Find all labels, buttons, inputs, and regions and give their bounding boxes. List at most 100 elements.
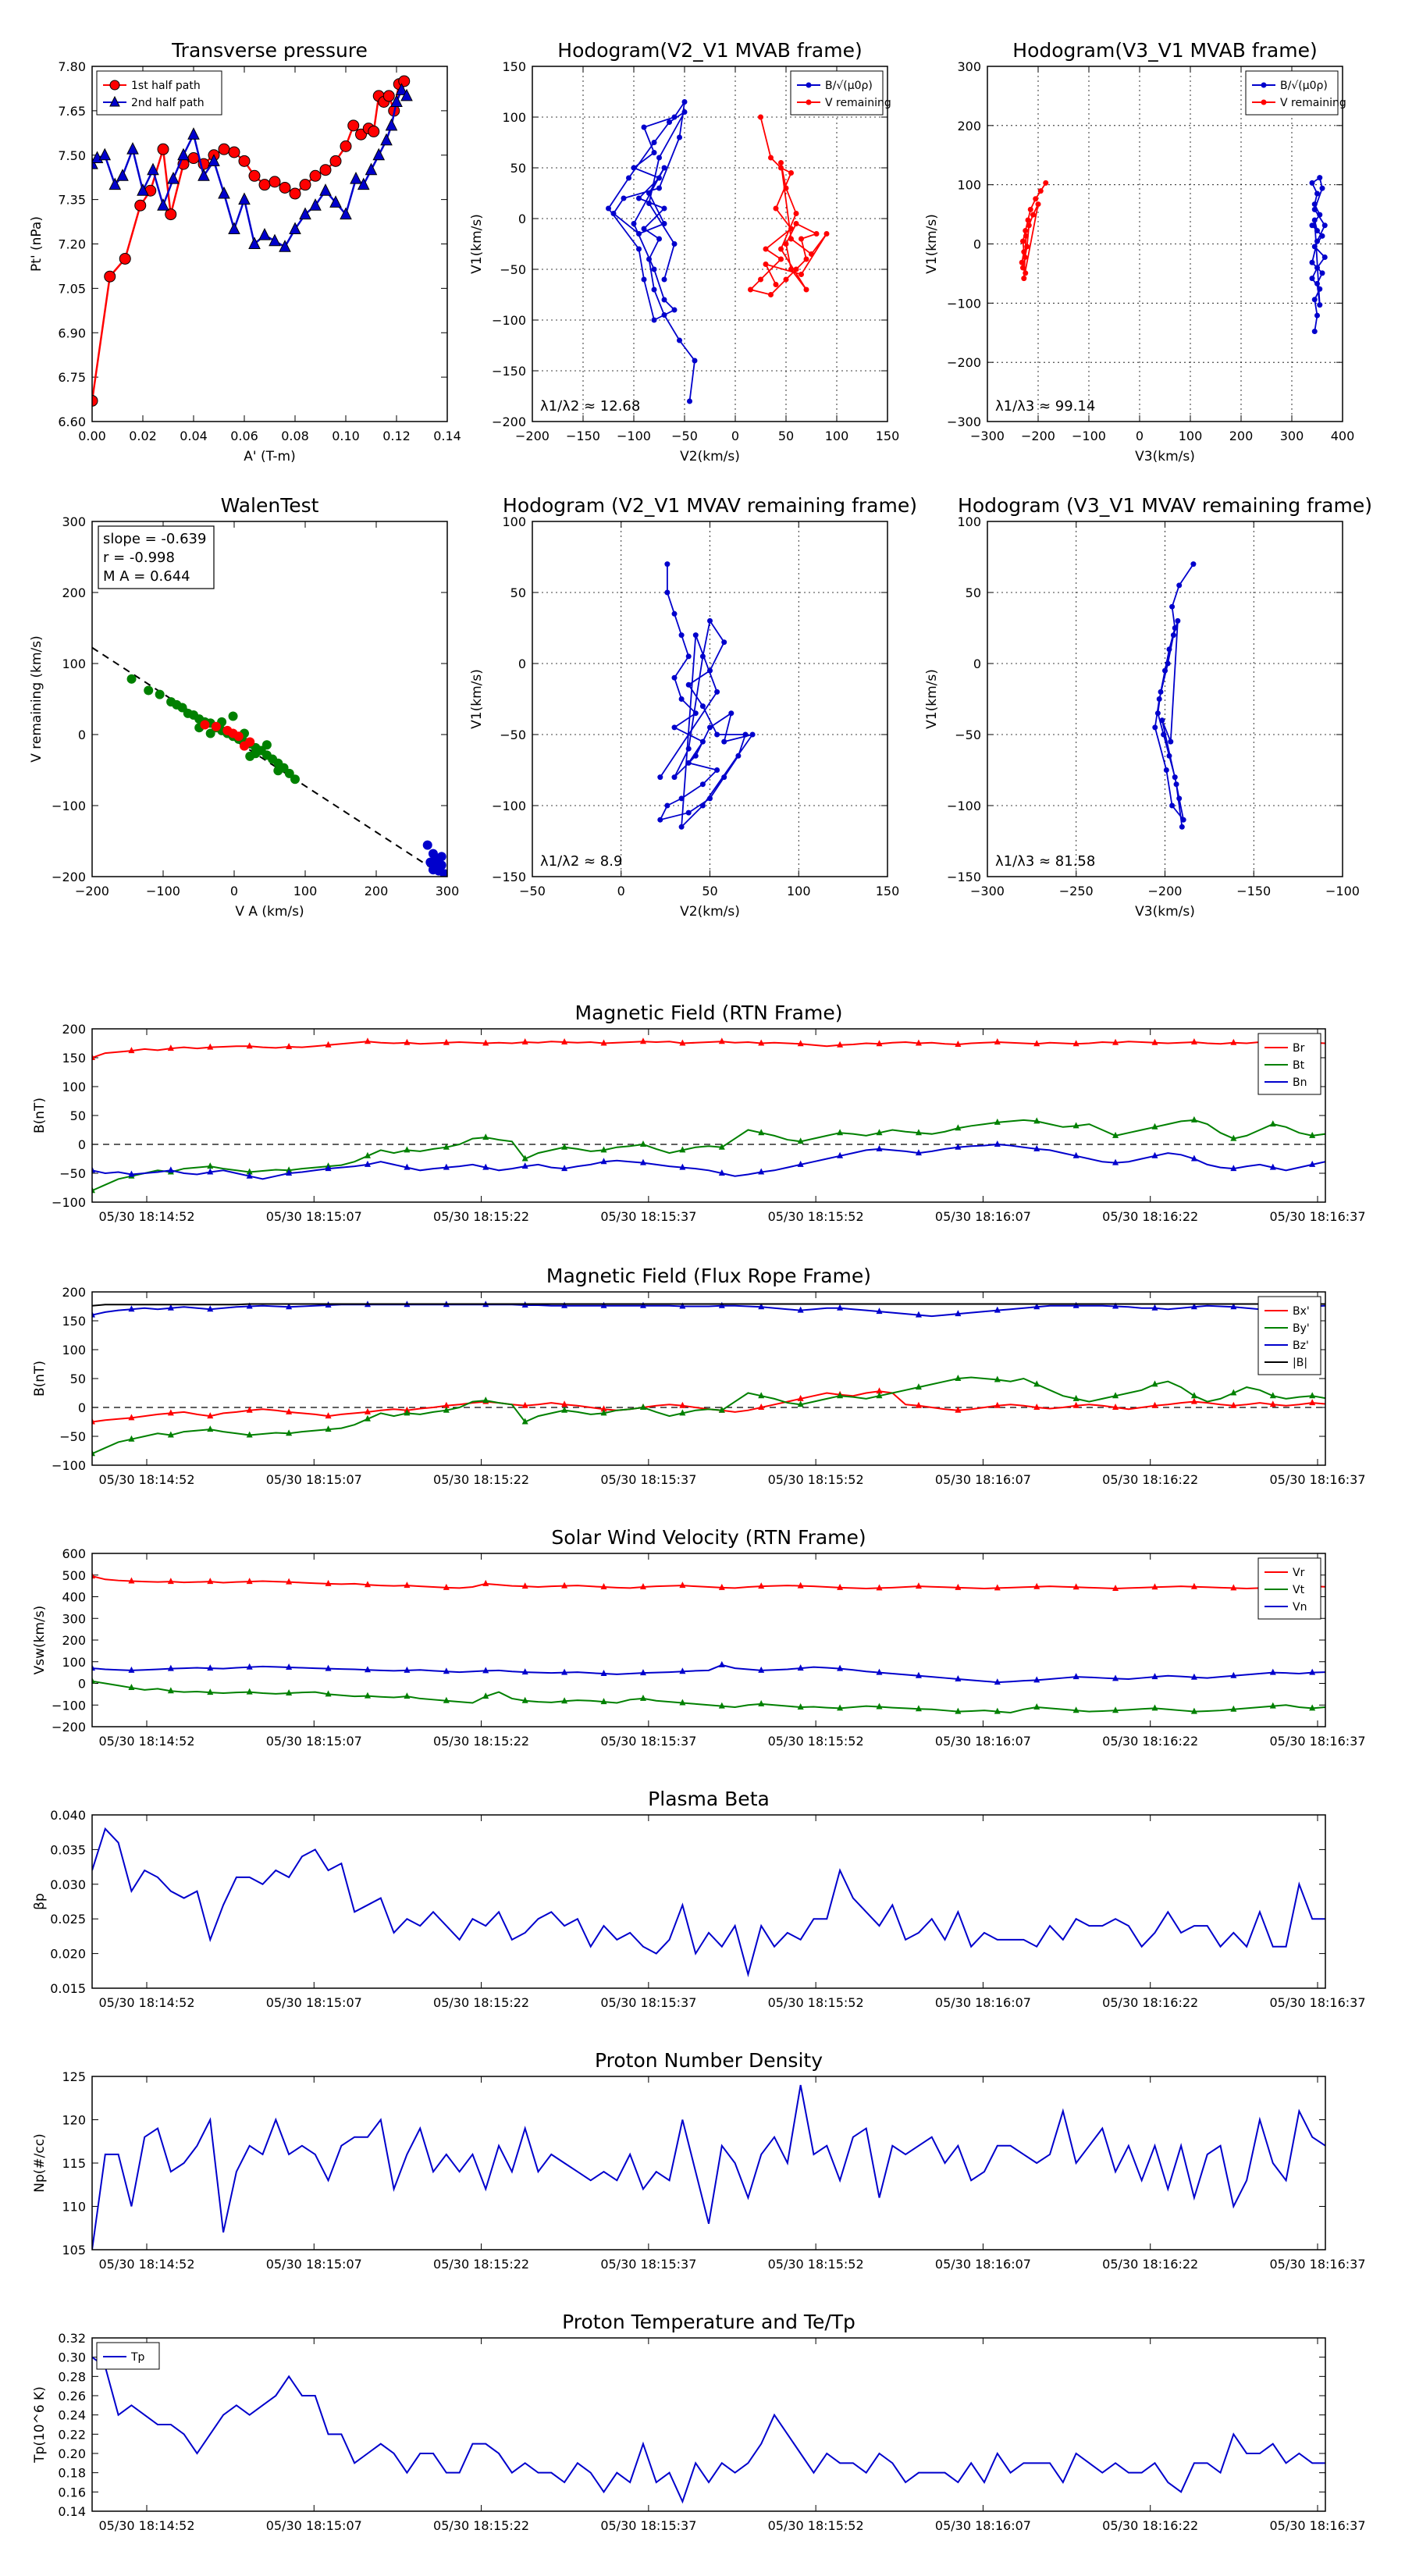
data-point-31: [606, 205, 611, 212]
data-point-9: [1309, 222, 1315, 229]
data-point-6: [167, 1166, 174, 1173]
data-point-81: [1151, 1380, 1158, 1387]
data-point-28: [357, 177, 370, 190]
x-tick-label: 05/30 18:16:37: [1269, 2518, 1365, 2533]
data-point-0: [92, 1311, 95, 1318]
fit-line: [92, 646, 446, 877]
data-point-78: [1112, 1392, 1119, 1399]
data-point-16: [793, 221, 799, 226]
data-point-6: [167, 1664, 174, 1671]
y-tick-label: −100: [52, 1458, 86, 1473]
chart-title: Proton Number Density: [595, 2049, 823, 2072]
data-point-15: [286, 1407, 293, 1414]
data-point-29: [671, 774, 678, 781]
y-tick-label: 0.32: [58, 2331, 86, 2346]
data-point-15: [286, 1303, 293, 1310]
data-point-72: [1033, 1303, 1040, 1310]
legend-label: Bx': [1293, 1305, 1310, 1318]
y-tick-label: 0.24: [58, 2408, 86, 2423]
x-tick-label: 05/30 18:16:22: [1102, 1209, 1198, 1224]
data-point-0: [200, 720, 210, 730]
data-point-18: [289, 187, 301, 200]
data-point-39: [657, 774, 663, 781]
data-point-66: [955, 1040, 962, 1047]
x-tick-label: −50: [519, 884, 546, 898]
y-tick-label: 0.030: [50, 1877, 86, 1892]
data-point-16: [269, 176, 281, 188]
x-axis-label: V2(km/s): [680, 904, 740, 920]
data-point-12: [197, 169, 210, 181]
legend-label: By': [1293, 1322, 1310, 1335]
y-axis-label: V1(km/s): [924, 669, 940, 729]
x-tick-label: 0.08: [281, 429, 309, 443]
data-point-32: [626, 175, 631, 181]
x-tick-label: 05/30 18:14:52: [98, 1734, 194, 1749]
data-point-5: [436, 860, 446, 870]
x-tick-label: −250: [1059, 884, 1094, 898]
data-point-29: [773, 282, 779, 287]
y-tick-label: 7.20: [58, 237, 86, 252]
data-point-54: [797, 1664, 804, 1671]
data-point-23: [685, 681, 692, 688]
data-point-3: [108, 177, 122, 190]
data-point-18: [325, 1425, 332, 1432]
data-point-33: [521, 1582, 528, 1589]
data-point-5: [177, 703, 187, 713]
x-tick-label: 150: [876, 884, 900, 898]
data-point-1: [144, 685, 154, 696]
series-0: [92, 2084, 1325, 2250]
data-point-60: [876, 1129, 883, 1136]
x-tick-label: 05/30 18:15:22: [433, 2518, 529, 2533]
series-0: [1309, 175, 1328, 335]
data-point-24: [1314, 228, 1320, 234]
panel-hodo3: Hodogram (V2_V1 MVAV remaining frame) −15…: [469, 494, 917, 920]
y-tick-label: 125: [62, 2069, 86, 2084]
data-point-18: [325, 1041, 332, 1048]
data-point-17: [1023, 233, 1029, 239]
chart-title: Plasma Beta: [648, 1788, 770, 1810]
data-point-11: [1176, 795, 1183, 802]
legend-marker: [806, 82, 812, 88]
data-point-21: [364, 1407, 371, 1414]
y-tick-label: 300: [957, 59, 981, 74]
plot-frame: [91, 1291, 1326, 1466]
data-point-57: [837, 1151, 844, 1158]
y-tick-label: 100: [62, 1080, 86, 1094]
data-point-69: [994, 1707, 1001, 1714]
data-point-0: [92, 394, 98, 407]
data-point-14: [799, 236, 804, 242]
y-tick-label: −100: [52, 1195, 86, 1210]
data-point-33: [521, 1418, 528, 1425]
y-tick-label: −100: [492, 799, 526, 813]
data-point-27: [443, 1583, 450, 1590]
data-point-10: [768, 292, 774, 297]
data-point-3: [128, 1305, 135, 1312]
data-point-90: [1269, 1668, 1276, 1675]
data-point-15: [258, 179, 271, 191]
y-tick-label: −300: [947, 415, 981, 429]
x-tick-label: 05/30 18:16:22: [1102, 1995, 1198, 2010]
data-point-78: [1112, 1038, 1119, 1045]
data-point-30: [636, 246, 642, 252]
plot-frame: [91, 2076, 1326, 2250]
data-point-18: [721, 774, 727, 781]
x-tick-label: 0.12: [382, 429, 411, 443]
x-tick-label: 05/30 18:16:07: [935, 1734, 1031, 1749]
data-point-75: [1072, 1706, 1080, 1713]
legend-label: Vr: [1293, 1567, 1305, 1579]
data-point-81: [1151, 1401, 1158, 1408]
annotation-line: r = -0.998: [103, 550, 175, 566]
data-point-25: [651, 266, 657, 272]
y-tick-label: 7.50: [58, 148, 86, 163]
y-tick-label: 120: [62, 2113, 86, 2128]
series-0: [92, 75, 411, 407]
data-point-1: [1037, 188, 1044, 194]
data-point-25: [721, 639, 727, 646]
data-point-33: [651, 140, 657, 145]
series-line: [92, 1575, 1325, 1589]
data-point-16: [238, 192, 251, 205]
data-point-30: [692, 753, 699, 759]
series-line: [92, 1304, 1325, 1318]
data-point-51: [758, 1168, 765, 1175]
data-point-21: [364, 1666, 371, 1673]
